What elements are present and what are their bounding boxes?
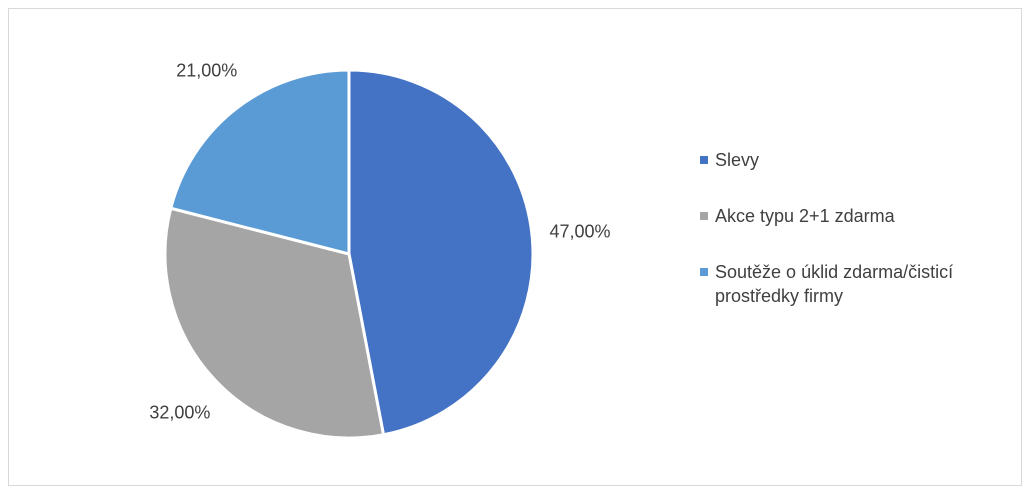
pie-slice-1 [163,206,386,440]
legend-swatch [700,156,708,164]
legend-item-akce: Akce typu 2+1 zdarma [700,204,1020,228]
legend-swatch [700,268,708,276]
data-label-2: 21,00% [176,60,238,81]
pie-slice-2 [168,68,351,256]
legend-item-slevy: Slevy [700,148,1020,172]
pie-slice-0 [347,68,535,437]
legend: Slevy Akce typu 2+1 zdarma Soutěže o úkl… [700,148,1020,340]
data-label-1: 32,00% [149,402,211,423]
legend-swatch [700,212,708,220]
legend-item-souteze: Soutěže o úklid zdarma/čisticí prostředk… [700,260,1020,308]
legend-label: Slevy [715,150,760,170]
data-label-0: 47,00% [549,221,611,242]
legend-label: Soutěže o úklid zdarma/čisticí prostředk… [715,262,954,306]
legend-label: Akce typu 2+1 zdarma [715,206,895,226]
